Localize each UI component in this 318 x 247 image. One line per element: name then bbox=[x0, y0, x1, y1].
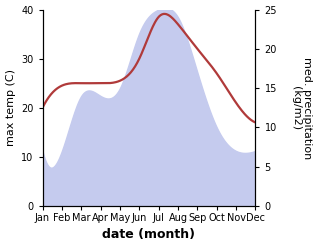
X-axis label: date (month): date (month) bbox=[102, 228, 196, 242]
Y-axis label: med. precipitation
(kg/m2): med. precipitation (kg/m2) bbox=[291, 57, 313, 159]
Y-axis label: max temp (C): max temp (C) bbox=[5, 69, 16, 146]
